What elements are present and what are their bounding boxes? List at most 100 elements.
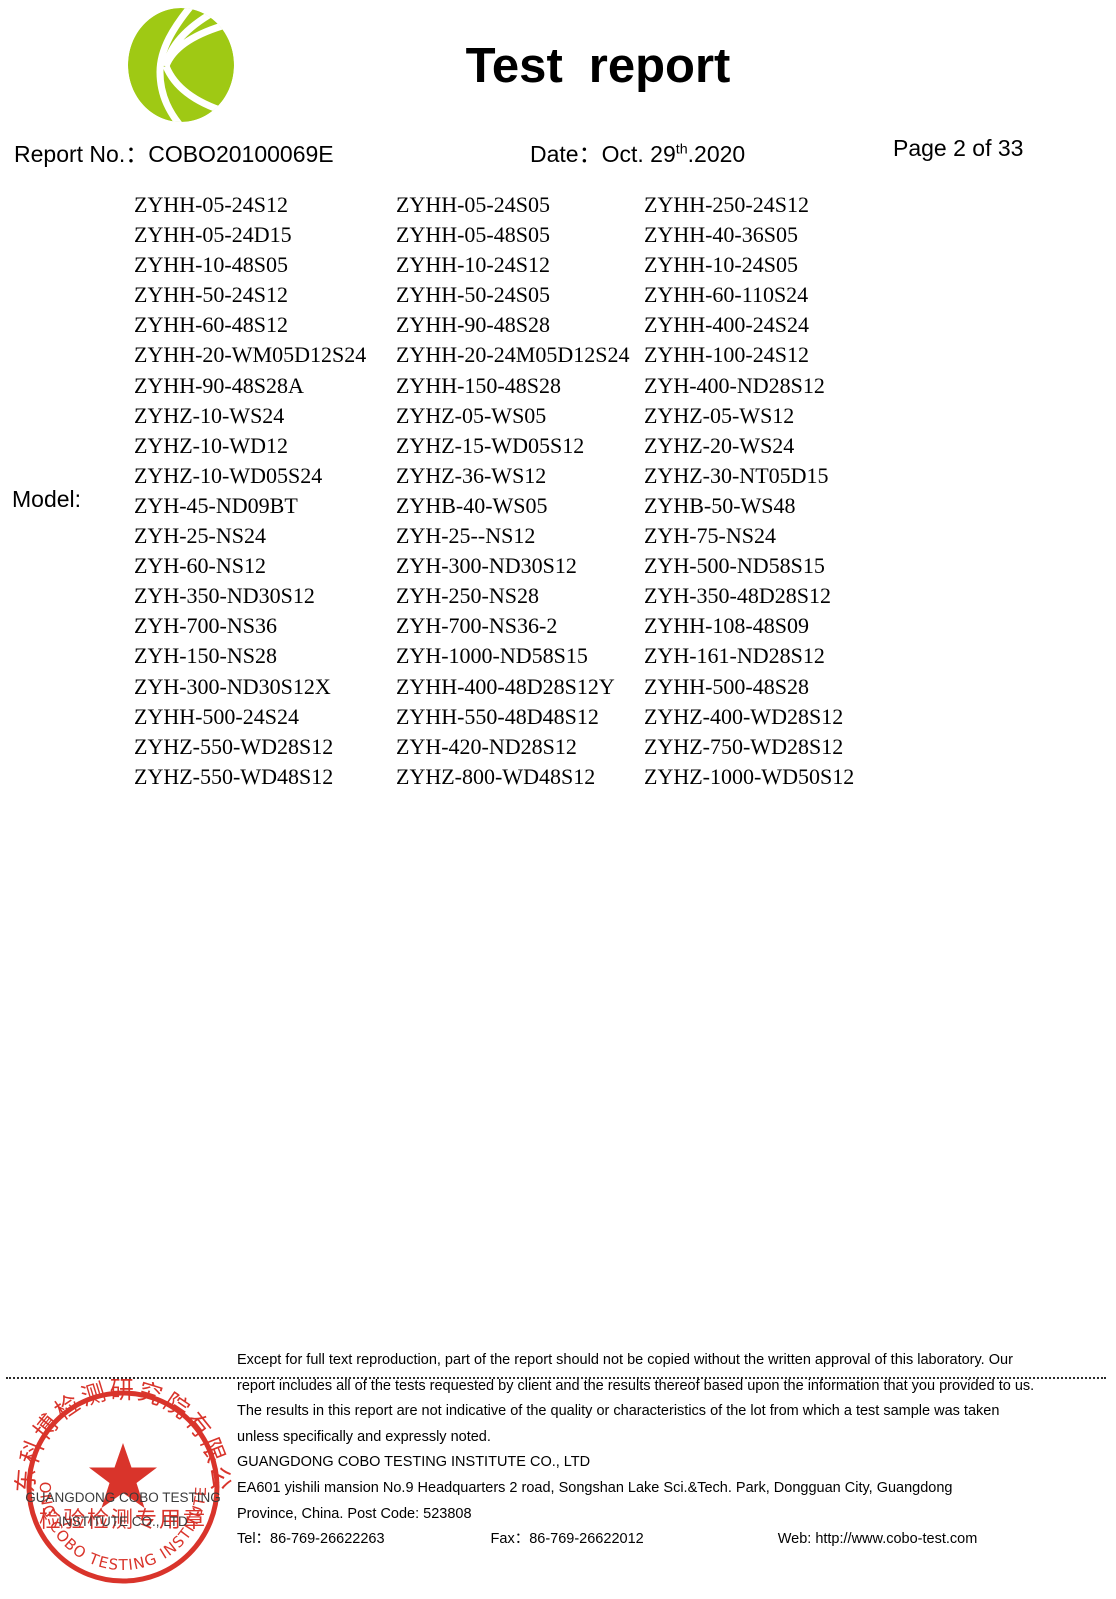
table-row: ZYH-60-NS12 ZYH-300-ND30S12 ZYH-500-ND58S1…: [134, 551, 894, 581]
model-cell: ZYH-350-ND30S12: [134, 583, 315, 609]
model-cell: ZYHZ-400-WD28S12: [644, 703, 844, 729]
report-date-value: Oct. 29: [601, 141, 676, 167]
model-cell: ZYH-45-ND09BT: [134, 492, 298, 518]
model-cell: ZYHH-20-WM05D12S24: [134, 342, 367, 368]
report-date-year: .2020: [687, 141, 746, 167]
model-cell: ZYHZ-10-WD12: [134, 432, 288, 458]
table-row: ZYHH-500-24S24 ZYHH-550-48D48S12 ZYHZ-400-…: [134, 702, 894, 732]
disclaimer-line: report includes all of the tests request…: [237, 1377, 1035, 1394]
model-cell: ZYHH-90-48S28A: [134, 372, 304, 398]
model-cell: ZYHH-550-48D48S12: [396, 703, 599, 729]
model-cell: ZYH-60-NS12: [134, 553, 266, 579]
model-cell: ZYHH-100-24S12: [644, 342, 809, 368]
page-number: Page 2 of 33: [893, 135, 1024, 161]
company-address-line: EA601 yishili mansion No.9 Headquarters …: [237, 1479, 953, 1496]
company-address-line: Province, China. Post Code: 523808: [237, 1505, 472, 1522]
table-row: ZYHH-10-48S05 ZYHH-10-24S12 ZYHH-10-24S05: [134, 250, 894, 280]
company-chop-seal-icon: 广东科博检测研究院有限公司 GUANGDONG COBO TESTING INS…: [14, 1375, 232, 1593]
report-date: Date：Oct. 29th.2020: [530, 135, 745, 169]
model-cell: ZYHZ-05-WS12: [644, 402, 795, 428]
table-row: ZYH-700-NS36 ZYH-700-NS36-2 ZYHH-108-48S09: [134, 611, 894, 641]
model-cell: ZYHZ-30-NT05D15: [644, 462, 829, 488]
model-cell: ZYH-350-48D28S12: [644, 583, 831, 609]
model-cell: ZYH-700-NS36-2: [396, 613, 558, 639]
model-cell: ZYH-161-ND28S12: [644, 643, 825, 669]
table-row: ZYHH-20-WM05D12S24 ZYHH-20-24M05D12S24 ZYH…: [134, 340, 894, 370]
model-cell: ZYH-150-NS28: [134, 643, 277, 669]
model-number-table: ZYHH-05-24S12 ZYHH-05-24S05 ZYHH-250-24S12…: [134, 190, 894, 792]
model-cell: ZYHH-20-24M05D12S24: [396, 342, 630, 368]
model-cell: ZYHZ-750-WD28S12: [644, 733, 844, 759]
model-cell: ZYHH-05-48S05: [396, 222, 550, 248]
disclaimer-line: The results in this report are not indic…: [237, 1403, 1000, 1420]
model-cell: ZYHH-40-36S05: [644, 222, 798, 248]
model-cell: ZYHH-400-48D28S12Y: [396, 673, 615, 699]
disclaimer-line: Except for full text reproduction, part …: [237, 1352, 1013, 1368]
model-cell: ZYHH-10-24S12: [396, 252, 550, 278]
model-cell: ZYHH-10-48S05: [134, 252, 288, 278]
model-cell: ZYHZ-1000-WD50S12: [644, 763, 855, 789]
table-row: ZYH-350-ND30S12 ZYH-250-NS28 ZYH-350-48D28…: [134, 581, 894, 611]
website-link[interactable]: Web: http://www.cobo-test.com: [777, 1531, 978, 1548]
model-cell: ZYHB-40-WS05: [396, 492, 548, 518]
model-cell: ZYHH-108-48S09: [644, 613, 809, 639]
model-cell: ZYH-250-NS28: [396, 583, 539, 609]
model-cell: ZYHH-150-48S28: [396, 372, 561, 398]
table-row: ZYHH-90-48S28A ZYHH-150-48S28 ZYH-400-ND28…: [134, 371, 894, 401]
telephone: Tel：86-769-26622263: [237, 1531, 385, 1548]
model-table-body: ZYHH-05-24S12 ZYHH-05-24S05 ZYHH-250-24S12…: [134, 190, 894, 792]
table-row: ZYHZ-550-WD48S12 ZYHZ-800-WD48S12 ZYHZ-100…: [134, 762, 894, 792]
page-title: Test report: [0, 38, 1116, 94]
model-cell: ZYHH-50-24S05: [396, 282, 550, 308]
model-cell: ZYHH-250-24S12: [644, 192, 809, 217]
model-cell: ZYHB-50-WS48: [644, 492, 796, 518]
page-title-word-1: Test: [465, 39, 563, 93]
table-row: ZYHZ-10-WD12 ZYHZ-15-WD05S12 ZYHZ-20-WS24: [134, 431, 894, 461]
model-cell: ZYHZ-800-WD48S12: [396, 763, 596, 789]
table-row: ZYHZ-10-WD05S24 ZYHZ-36-WS12 ZYHZ-30-NT05D…: [134, 461, 894, 491]
report-number-label: Report No.：: [14, 141, 149, 167]
model-cell: ZYHZ-20-WS24: [644, 432, 795, 458]
model-cell: ZYH-25--NS12: [396, 523, 536, 549]
page-header: Test report: [0, 0, 1116, 132]
table-row: ZYHH-50-24S12 ZYHH-50-24S05 ZYHH-60-110S24: [134, 280, 894, 310]
model-cell: ZYHZ-10-WD05S24: [134, 462, 323, 488]
company-name: GUANGDONG COBO TESTING INSTITUTE CO., LT…: [237, 1454, 591, 1471]
model-cell: ZYHH-60-110S24: [644, 282, 809, 308]
model-cell: ZYH-75-NS24: [644, 523, 776, 549]
table-row: ZYHH-60-48S12 ZYHH-90-48S28 ZYHH-400-24S24: [134, 310, 894, 340]
model-cell: ZYHH-90-48S28: [396, 312, 550, 338]
fax-number: Fax：86-769-26622012: [490, 1531, 644, 1548]
model-cell: ZYH-1000-ND58S15: [396, 643, 588, 669]
model-cell: ZYHH-05-24S05: [396, 192, 550, 217]
page-footer: Except for full text reproduction, part …: [237, 1348, 1092, 1553]
model-cell: ZYHZ-15-WD05S12: [396, 432, 585, 458]
report-number-value: COBO20100069E: [148, 141, 334, 167]
model-cell: ZYH-300-ND30S12: [396, 553, 577, 579]
model-cell: ZYH-700-NS36: [134, 613, 277, 639]
model-cell: ZYH-420-ND28S12: [396, 733, 577, 759]
model-cell: ZYHZ-550-WD28S12: [134, 733, 334, 759]
table-row: ZYH-45-ND09BT ZYHB-40-WS05 ZYHB-50-WS48: [134, 491, 894, 521]
cobo-leaf-logo-icon: [122, 6, 240, 124]
contact-row: Tel：86-769-26622263 Fax：86-769-26622012 We…: [237, 1527, 1092, 1553]
model-cell: ZYHH-500-24S24: [134, 703, 299, 729]
model-cell: ZYH-300-ND30S12X: [134, 673, 331, 699]
report-date-label: Date：: [530, 141, 602, 167]
model-cell: ZYHH-05-24S12: [134, 192, 288, 217]
model-cell: ZYHZ-10-WS24: [134, 402, 285, 428]
model-label: Model:: [12, 486, 82, 512]
model-cell: ZYHH-05-24D15: [134, 222, 292, 248]
model-cell: ZYHZ-36-WS12: [396, 462, 547, 488]
table-row: ZYH-300-ND30S12X ZYHH-400-48D28S12Y ZYHH-5…: [134, 672, 894, 702]
model-cell: ZYH-25-NS24: [134, 523, 266, 549]
report-number: Report No.：COBO20100069E: [14, 135, 334, 169]
disclaimer-line: unless specifically and expressly noted.: [237, 1428, 491, 1445]
svg-text:检验检测专用章: 检验检测专用章: [39, 1508, 207, 1533]
report-date-ordinal-suffix: th: [675, 141, 688, 158]
table-row: ZYHH-05-24S12 ZYHH-05-24S05 ZYHH-250-24S12: [134, 190, 894, 220]
model-cell: ZYHH-60-48S12: [134, 312, 288, 338]
table-row: ZYH-150-NS28 ZYH-1000-ND58S15 ZYH-161-ND28…: [134, 641, 894, 671]
model-cell: ZYHH-10-24S05: [644, 252, 798, 278]
